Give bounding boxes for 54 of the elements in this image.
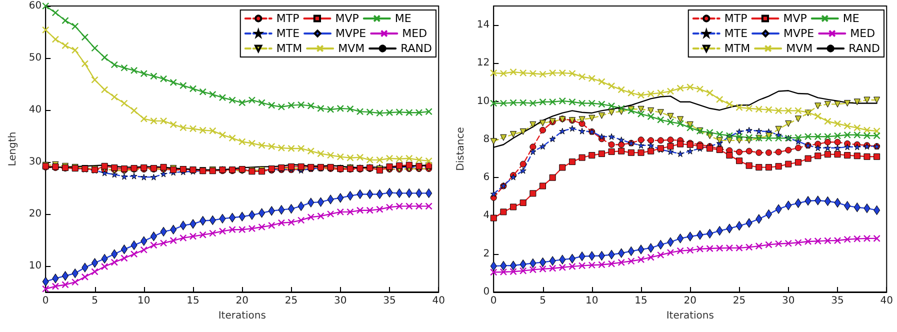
x-tick-label: 15: [634, 296, 648, 306]
x-tick-label: 0: [42, 296, 49, 306]
y-axis-title: Length: [8, 132, 18, 166]
y-tick-label: 50: [28, 52, 42, 64]
x-tick-label: 25: [284, 296, 298, 306]
legend-label: RAND: [400, 42, 432, 55]
x-tick-label: 10: [586, 296, 598, 306]
x-tick-label: 35: [831, 296, 844, 306]
y-tick-label: 8: [483, 134, 490, 145]
legend-label: MVM: [338, 42, 365, 55]
legend-label: MED: [402, 27, 428, 40]
y-tick-label: 0: [483, 286, 490, 298]
x-tick-label: 15: [186, 296, 200, 306]
legend-label: ME: [394, 12, 412, 25]
y-tick-label: 30: [28, 156, 42, 168]
y-tick-label: 14: [476, 20, 490, 31]
x-tick-label: 10: [138, 296, 150, 306]
y-tick-label: 40: [28, 104, 42, 116]
x-tick-label: 0: [490, 296, 497, 306]
legend-label: MVP: [783, 12, 808, 25]
y-tick-label: 20: [28, 208, 42, 220]
y-tick-label: 60: [28, 0, 42, 12]
legend-label: MVPE: [336, 27, 366, 40]
legend-label: MTP: [724, 12, 748, 25]
legend-label: MTE: [276, 27, 300, 40]
x-tick-label: 20: [236, 296, 248, 306]
legend-label: MVM: [786, 42, 813, 55]
legend-label: ME: [842, 12, 860, 25]
x-tick-label: 25: [732, 296, 746, 306]
y-tick-label: 2: [483, 248, 490, 260]
x-tick-label: 5: [540, 296, 546, 306]
x-tick-label: 5: [92, 296, 98, 306]
x-tick-label: 30: [334, 296, 347, 306]
x-tick-label: 20: [684, 296, 696, 306]
legend-label: RAND: [848, 42, 880, 55]
legend-label: MTM: [724, 42, 750, 55]
x-tick-label: 40: [880, 296, 894, 306]
x-tick-label: 30: [782, 296, 795, 306]
x-tick-label: 35: [383, 296, 396, 306]
legend-label: MTM: [276, 42, 302, 55]
y-tick-label: 4: [483, 210, 490, 222]
y-tick-label: 10: [28, 260, 42, 272]
y-tick-label: 10: [476, 96, 490, 107]
y-tick-label: 12: [476, 58, 490, 69]
legend-label: MVP: [335, 12, 360, 25]
legend-label: MTE: [724, 27, 748, 40]
legend-label: MTP: [276, 12, 300, 25]
x-tick-label: 40: [432, 296, 446, 306]
y-tick-label: 6: [483, 172, 490, 184]
x-axis-title: Iterations: [218, 310, 266, 322]
x-axis-title: Iterations: [666, 310, 714, 322]
legend-label: MED: [850, 27, 876, 40]
y-axis-title: Distance: [456, 127, 466, 171]
legend-label: MVPE: [784, 27, 814, 40]
